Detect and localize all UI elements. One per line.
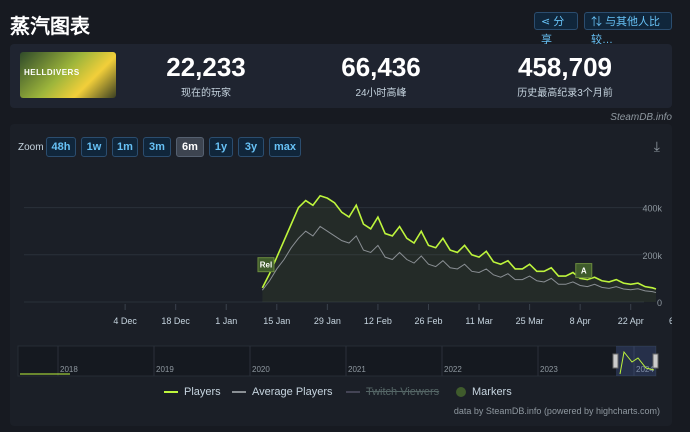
stat-current: 22,233 现在的玩家 xyxy=(141,52,271,99)
legend-markers[interactable]: Markers xyxy=(456,386,512,398)
legend-swatch xyxy=(346,391,360,394)
legend-swatch xyxy=(232,391,246,394)
navigator-year-label: 2021 xyxy=(348,365,366,374)
x-tick-label: 26 Feb xyxy=(414,316,442,326)
stat-24h-peak: 66,436 24小时高峰 xyxy=(316,52,446,99)
navigator-year-label: 2022 xyxy=(444,365,462,374)
download-icon[interactable]: ⤓ xyxy=(653,138,660,154)
stat-all-time: 458,709 历史最高纪录3个月前 xyxy=(500,52,630,99)
x-tick-label: 1 Jan xyxy=(215,316,237,326)
x-tick-label: 29 Jan xyxy=(314,316,341,326)
y-tick-label: 0 xyxy=(657,298,662,308)
x-tick-label: 6 May xyxy=(669,316,672,326)
zoom-button-3y[interactable]: 3y xyxy=(238,137,264,157)
stats-bar: HELLDIVERS 22,233 现在的玩家 66,436 24小时高峰 45… xyxy=(10,44,672,108)
average-players-line[interactable] xyxy=(261,225,657,294)
navigator-year-label: 2023 xyxy=(540,365,558,374)
navigator-year-label: 2020 xyxy=(252,365,270,374)
stat-value: 66,436 xyxy=(341,52,421,82)
legend-swatch xyxy=(456,387,466,398)
marker-flag[interactable] xyxy=(575,263,593,279)
compare-icon: ⇅ xyxy=(591,16,602,28)
navigator-handle-left[interactable] xyxy=(612,353,619,369)
player-chart[interactable]: 0 200k 400k 4 Dec 18 Dec 1 Jan 15 Jan 29 Jan 12 … xyxy=(10,124,672,426)
steamdb-credit[interactable]: SteamDB.info xyxy=(610,112,672,123)
marker-label: Rel xyxy=(260,261,272,270)
legend-label: Players xyxy=(184,386,221,398)
data-credit: data by SteamDB.info (powered by highcha… xyxy=(453,406,660,416)
players-area xyxy=(262,195,656,302)
zoom-button-6m[interactable]: 6m xyxy=(176,137,204,157)
compare-button[interactable]: ⇅ 与其他人比较… xyxy=(584,12,672,46)
x-tick-label: 4 Dec xyxy=(113,316,137,326)
share-label: 分享 xyxy=(541,16,565,46)
legend-label: Average Players xyxy=(252,386,333,398)
legend-players[interactable]: Players xyxy=(164,386,221,398)
stat-label: 现在的玩家 xyxy=(181,88,231,99)
x-tick-label: 8 Apr xyxy=(570,316,591,326)
y-tick-label: 400k xyxy=(642,204,662,214)
game-hero-image: HELLDIVERS xyxy=(20,52,116,98)
compare-label: 与其他人比较… xyxy=(591,16,661,46)
zoom-button-3m[interactable]: 3m xyxy=(143,137,171,157)
stat-value: 458,709 xyxy=(518,52,612,82)
legend-label: Markers xyxy=(472,386,512,398)
x-tick-label: 11 Mar xyxy=(465,316,492,326)
stat-label: 历史最高纪录3个月前 xyxy=(517,88,613,99)
share-button[interactable]: ⋖ 分享 xyxy=(534,12,578,46)
players-line[interactable] xyxy=(261,194,657,290)
zoom-button-1y[interactable]: 1y xyxy=(209,137,233,157)
navigator-year-label: 2018 xyxy=(60,365,78,374)
marker-label: A xyxy=(581,267,587,276)
navigator-year-label: 2019 xyxy=(156,365,174,374)
stat-value: 22,233 xyxy=(166,52,246,82)
x-tick-label: 12 Feb xyxy=(364,316,392,326)
zoom-button-max[interactable]: max xyxy=(269,137,301,157)
legend-twitch[interactable]: Twitch Viewers xyxy=(346,386,439,398)
legend-average[interactable]: Average Players xyxy=(232,386,333,398)
zoom-button-1w[interactable]: 1w xyxy=(81,137,107,157)
share-icon: ⋖ xyxy=(541,16,551,28)
zoom-label: Zoom xyxy=(18,142,44,153)
navigator[interactable] xyxy=(17,345,657,377)
stat-label: 24小时高峰 xyxy=(355,88,407,99)
marker-flag[interactable] xyxy=(257,257,275,273)
navigator-year-label: 2024 xyxy=(636,365,654,374)
navigator-recent-line xyxy=(619,350,655,375)
navigator-handle-right[interactable] xyxy=(652,353,659,369)
zoom-button-48h[interactable]: 48h xyxy=(46,137,76,157)
x-tick-label: 25 Mar xyxy=(516,316,544,326)
chart-panel: Zoom 48h 1w 1m 3m 6m 1y 3y max ⤓ 0 200k 400k 4 Dec… xyxy=(10,124,672,426)
legend-label: Twitch Viewers xyxy=(366,386,440,398)
zoom-button-1m[interactable]: 1m xyxy=(112,137,138,157)
y-tick-label: 200k xyxy=(642,251,662,261)
page-title: 蒸汽图表 xyxy=(10,16,90,38)
legend-swatch xyxy=(164,391,178,394)
x-tick-label: 15 Jan xyxy=(263,316,290,326)
game-logo-text: HELLDIVERS xyxy=(24,68,80,77)
x-tick-label: 22 Apr xyxy=(618,316,644,326)
x-tick-label: 18 Dec xyxy=(161,316,190,326)
